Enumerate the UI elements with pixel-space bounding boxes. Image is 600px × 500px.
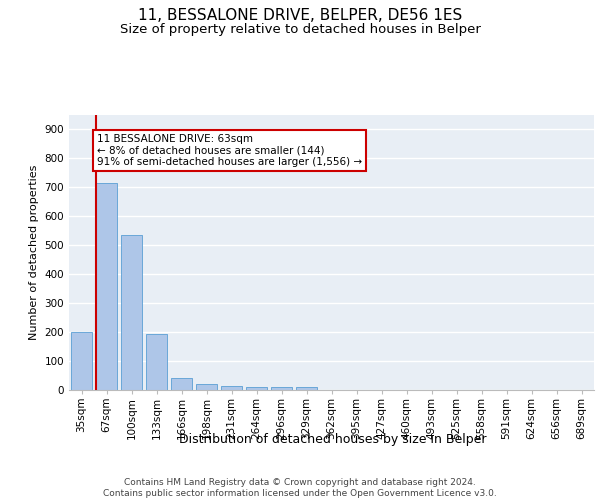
Bar (146, 334, 167, 390)
Text: 11, BESSALONE DRIVE, BELPER, DE56 1ES: 11, BESSALONE DRIVE, BELPER, DE56 1ES (138, 8, 462, 22)
Bar (171, 378, 192, 390)
Bar (296, 387, 317, 390)
Y-axis label: Number of detached properties: Number of detached properties (29, 165, 39, 340)
Bar (271, 387, 292, 390)
Bar (71, 332, 92, 390)
Bar (121, 235, 142, 390)
Text: Distribution of detached houses by size in Belper: Distribution of detached houses by size … (179, 432, 487, 446)
Bar (196, 384, 217, 390)
Bar (221, 386, 242, 390)
Text: Contains HM Land Registry data © Crown copyright and database right 2024.
Contai: Contains HM Land Registry data © Crown c… (103, 478, 497, 498)
Text: 11 BESSALONE DRIVE: 63sqm
← 8% of detached houses are smaller (144)
91% of semi-: 11 BESSALONE DRIVE: 63sqm ← 8% of detach… (97, 134, 362, 167)
Bar (246, 386, 267, 390)
Text: Size of property relative to detached houses in Belper: Size of property relative to detached ho… (119, 22, 481, 36)
Bar (96, 183, 117, 390)
